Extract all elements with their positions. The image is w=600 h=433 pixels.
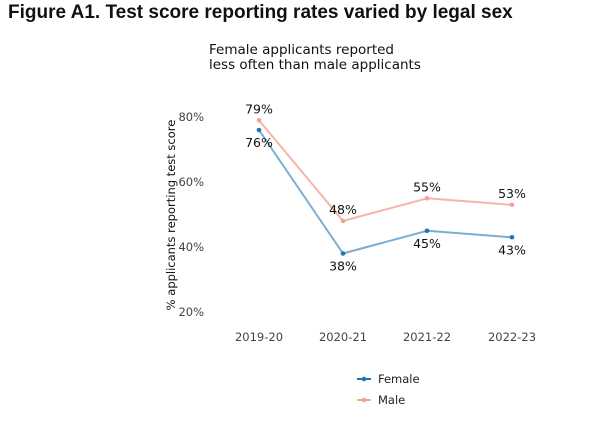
legend: Female Male (357, 372, 420, 407)
chart-subtitle-line-2: less often than male applicants (209, 57, 421, 73)
legend-female-label: Female (378, 372, 420, 386)
male-data-point (424, 196, 430, 201)
chart-subtitle-line-1: Female applicants reported (209, 42, 394, 58)
y-tick-label: 80% (178, 110, 204, 124)
male-data-label: 79% (245, 101, 273, 116)
female-data-label: 45% (413, 236, 441, 251)
legend-male-label: Male (378, 393, 405, 407)
legend-female-marker (361, 376, 367, 382)
male-data-label: 48% (329, 202, 357, 217)
x-tick-label: 2021-22 (403, 330, 451, 344)
male-data-point (256, 118, 262, 123)
male-data-label: 53% (498, 186, 526, 201)
y-tick-label: 40% (178, 240, 204, 254)
y-tick-label: 60% (178, 175, 204, 189)
figure-title: Figure A1. Test score reporting rates va… (8, 2, 513, 23)
male-data-point (509, 202, 515, 208)
female-data-label: 38% (329, 259, 357, 274)
female-series-line (258, 129, 513, 255)
female-data-label: 43% (498, 242, 526, 257)
x-tick-label: 2020-21 (319, 330, 367, 344)
y-axis-ticks: 20% 40% 60% 80% (178, 110, 204, 319)
x-axis-ticks: 2019-20 2020-21 2021-22 2022-23 (235, 330, 536, 344)
female-data-point (509, 235, 515, 240)
male-series-line (258, 119, 513, 222)
y-axis-title: % applicants reporting test score (164, 120, 178, 311)
x-tick-label: 2019-20 (235, 330, 283, 344)
series-layer (256, 118, 515, 256)
x-tick-label: 2022-23 (488, 330, 536, 344)
male-data-point (340, 218, 346, 224)
female-data-point (424, 228, 430, 234)
y-tick-label: 20% (178, 305, 204, 319)
male-data-label: 55% (413, 179, 441, 194)
female-data-label: 76% (245, 135, 273, 150)
legend-male-marker (361, 397, 367, 403)
female-data-point (256, 127, 262, 133)
data-labels: 76% 38% 45% 43% 79% 48% 55% 53% (245, 101, 526, 273)
female-data-point (340, 251, 346, 256)
